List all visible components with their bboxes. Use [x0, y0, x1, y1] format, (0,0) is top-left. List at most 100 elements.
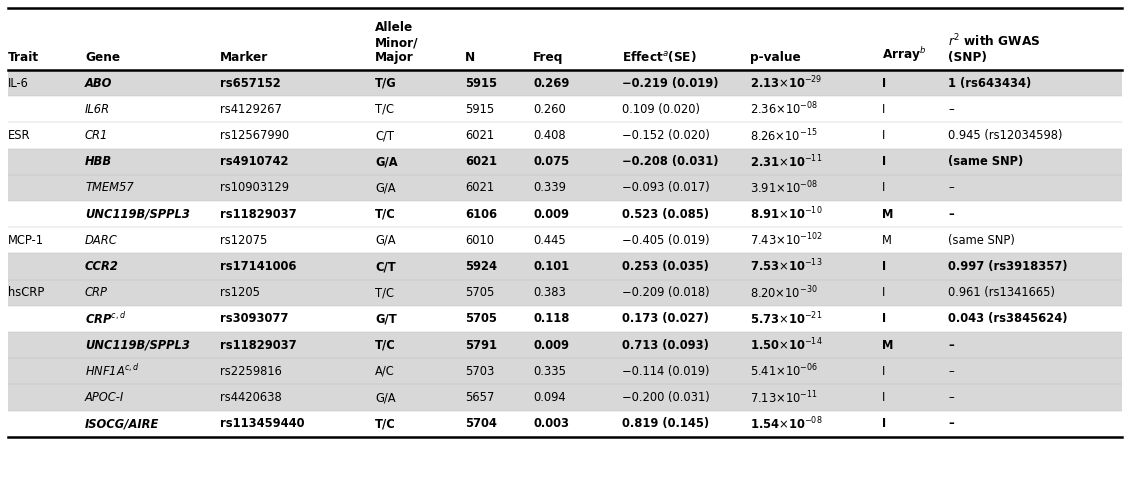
Text: 5924: 5924 — [465, 260, 497, 273]
Text: 8.20$\times$10$^{-30}$: 8.20$\times$10$^{-30}$ — [751, 284, 817, 301]
Text: 6010: 6010 — [465, 234, 494, 247]
Text: 0.009: 0.009 — [533, 208, 569, 220]
Text: I: I — [882, 260, 886, 273]
Text: 2.36$\times$10$^{-08}$: 2.36$\times$10$^{-08}$ — [751, 101, 818, 118]
Text: rs2259816: rs2259816 — [220, 365, 282, 378]
Text: CRP: CRP — [85, 286, 108, 299]
Text: M: M — [882, 208, 893, 220]
Text: rs3093077: rs3093077 — [220, 312, 289, 325]
Text: G/A: G/A — [375, 155, 397, 168]
Text: ESR: ESR — [8, 129, 31, 142]
Text: A/C: A/C — [375, 365, 395, 378]
Text: I: I — [882, 417, 886, 430]
Text: 0.043 (rs3845624): 0.043 (rs3845624) — [947, 312, 1067, 325]
Text: 0.101: 0.101 — [533, 260, 569, 273]
Text: I: I — [882, 129, 885, 142]
Text: −0.219 (0.019): −0.219 (0.019) — [621, 77, 719, 90]
Bar — [8, 332, 1122, 358]
Text: IL6R: IL6R — [85, 103, 110, 116]
Text: –: – — [947, 103, 954, 116]
Text: rs113459440: rs113459440 — [220, 417, 305, 430]
Text: I: I — [882, 182, 885, 194]
Text: rs4420638: rs4420638 — [220, 391, 282, 404]
Text: 0.997 (rs3918357): 0.997 (rs3918357) — [947, 260, 1067, 273]
Text: C/T: C/T — [375, 260, 396, 273]
Text: 0.383: 0.383 — [533, 286, 566, 299]
Text: G/A: G/A — [375, 182, 395, 194]
Text: 6021: 6021 — [465, 155, 497, 168]
Text: Gene: Gene — [85, 51, 120, 64]
Text: Allele
Minor/
Major: Allele Minor/ Major — [375, 21, 419, 64]
Text: p-value: p-value — [751, 51, 800, 64]
Text: 0.335: 0.335 — [533, 365, 566, 378]
Text: APOC-I: APOC-I — [85, 391, 125, 404]
Text: (same SNP): (same SNP) — [947, 155, 1023, 168]
Text: 3.91$\times$10$^{-08}$: 3.91$\times$10$^{-08}$ — [751, 180, 818, 196]
Text: 6021: 6021 — [465, 129, 495, 142]
Text: 0.118: 0.118 — [533, 312, 569, 325]
Text: rs17141006: rs17141006 — [220, 260, 297, 273]
Text: HNF1A$^{c,d}$: HNF1A$^{c,d}$ — [85, 364, 140, 379]
Text: 0.713 (0.093): 0.713 (0.093) — [621, 338, 709, 352]
Text: $r^2$ with GWAS
(SNP): $r^2$ with GWAS (SNP) — [947, 32, 1040, 64]
Text: 0.819 (0.145): 0.819 (0.145) — [621, 417, 709, 430]
Text: I: I — [882, 103, 885, 116]
Bar — [8, 358, 1122, 384]
Bar — [8, 384, 1122, 411]
Text: HBB: HBB — [85, 155, 112, 168]
Text: 0.269: 0.269 — [533, 77, 569, 90]
Text: CRP$^{c,d}$: CRP$^{c,d}$ — [85, 311, 127, 327]
Text: TMEM57: TMEM57 — [85, 182, 134, 194]
Text: Array$^b$: Array$^b$ — [882, 45, 926, 64]
Text: T/C: T/C — [375, 417, 396, 430]
Text: T/C: T/C — [375, 208, 396, 220]
Text: 6106: 6106 — [465, 208, 497, 220]
Text: 2.31$\times$10$^{-11}$: 2.31$\times$10$^{-11}$ — [751, 154, 822, 170]
Text: –: – — [947, 391, 954, 404]
Text: 0.408: 0.408 — [533, 129, 566, 142]
Text: Trait: Trait — [8, 51, 40, 64]
Text: –: – — [947, 365, 954, 378]
Bar — [8, 175, 1122, 201]
Text: 5703: 5703 — [465, 365, 495, 378]
Text: MCP-1: MCP-1 — [8, 234, 44, 247]
Text: I: I — [882, 312, 886, 325]
Text: I: I — [882, 391, 885, 404]
Text: T/C: T/C — [375, 286, 394, 299]
Text: 0.109 (0.020): 0.109 (0.020) — [621, 103, 700, 116]
Bar — [8, 253, 1122, 279]
Text: 1 (rs643434): 1 (rs643434) — [947, 77, 1031, 90]
Text: hsCRP: hsCRP — [8, 286, 44, 299]
Text: I: I — [882, 77, 886, 90]
Text: rs11829037: rs11829037 — [220, 338, 297, 352]
Text: –: – — [947, 338, 954, 352]
Text: rs10903129: rs10903129 — [220, 182, 289, 194]
Text: −0.200 (0.031): −0.200 (0.031) — [621, 391, 710, 404]
Text: T/G: T/G — [375, 77, 396, 90]
Text: CR1: CR1 — [85, 129, 109, 142]
Text: M: M — [882, 234, 892, 247]
Text: I: I — [882, 286, 885, 299]
Text: N: N — [465, 51, 475, 64]
Text: 2.13$\times$10$^{-29}$: 2.13$\times$10$^{-29}$ — [751, 75, 822, 92]
Text: −0.093 (0.017): −0.093 (0.017) — [621, 182, 710, 194]
Text: CCR2: CCR2 — [85, 260, 119, 273]
Text: 5705: 5705 — [465, 312, 497, 325]
Text: 0.094: 0.094 — [533, 391, 566, 404]
Bar — [8, 96, 1122, 123]
Text: IL-6: IL-6 — [8, 77, 29, 90]
Text: M: M — [882, 338, 893, 352]
Text: 5657: 5657 — [465, 391, 495, 404]
Text: −0.209 (0.018): −0.209 (0.018) — [621, 286, 710, 299]
Text: −0.208 (0.031): −0.208 (0.031) — [621, 155, 719, 168]
Text: rs11829037: rs11829037 — [220, 208, 297, 220]
Text: −0.152 (0.020): −0.152 (0.020) — [621, 129, 710, 142]
Text: I: I — [882, 155, 886, 168]
Text: T/C: T/C — [375, 338, 396, 352]
Text: T/C: T/C — [375, 103, 394, 116]
Bar — [8, 123, 1122, 149]
Text: rs4910742: rs4910742 — [220, 155, 289, 168]
Text: C/T: C/T — [375, 129, 394, 142]
Text: rs12075: rs12075 — [220, 234, 267, 247]
Text: Marker: Marker — [220, 51, 268, 64]
